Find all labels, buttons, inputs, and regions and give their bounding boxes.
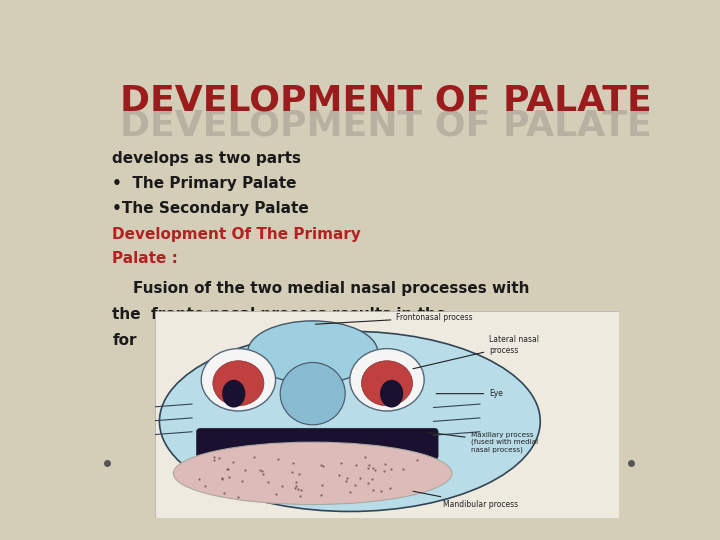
Text: Eye: Eye [436,389,503,398]
Ellipse shape [380,380,403,408]
Text: Frontonasal process: Frontonasal process [315,313,473,324]
Ellipse shape [361,361,413,406]
Text: Fusion of the two medial nasal processes with: Fusion of the two medial nasal processes… [112,281,530,296]
Text: for: for [112,333,137,348]
Ellipse shape [213,361,264,406]
Text: the  fronto nasal process results in the: the fronto nasal process results in the [112,307,446,322]
FancyBboxPatch shape [155,310,619,518]
Ellipse shape [248,321,378,383]
Ellipse shape [222,380,246,408]
Text: DEVELOPMENT OF PALATE: DEVELOPMENT OF PALATE [120,108,652,142]
FancyBboxPatch shape [197,428,438,460]
Text: •  The Primary Palate: • The Primary Palate [112,176,297,191]
Text: Maxillary process
(fused with medial
nasal process): Maxillary process (fused with medial nas… [427,431,538,453]
Text: •The Secondary Palate: •The Secondary Palate [112,201,309,216]
Text: Development Of The Primary: Development Of The Primary [112,227,361,241]
Text: Mandibular process: Mandibular process [413,491,518,509]
Ellipse shape [280,362,345,425]
Text: DEVELOPMENT OF PALATE: DEVELOPMENT OF PALATE [120,83,652,117]
Ellipse shape [202,349,276,411]
Text: Palate :: Palate : [112,252,178,266]
Text: Lateral nasal
process: Lateral nasal process [413,335,539,369]
Ellipse shape [159,331,540,511]
Text: develops as two parts: develops as two parts [112,151,301,166]
Ellipse shape [174,442,452,504]
Ellipse shape [350,349,424,411]
